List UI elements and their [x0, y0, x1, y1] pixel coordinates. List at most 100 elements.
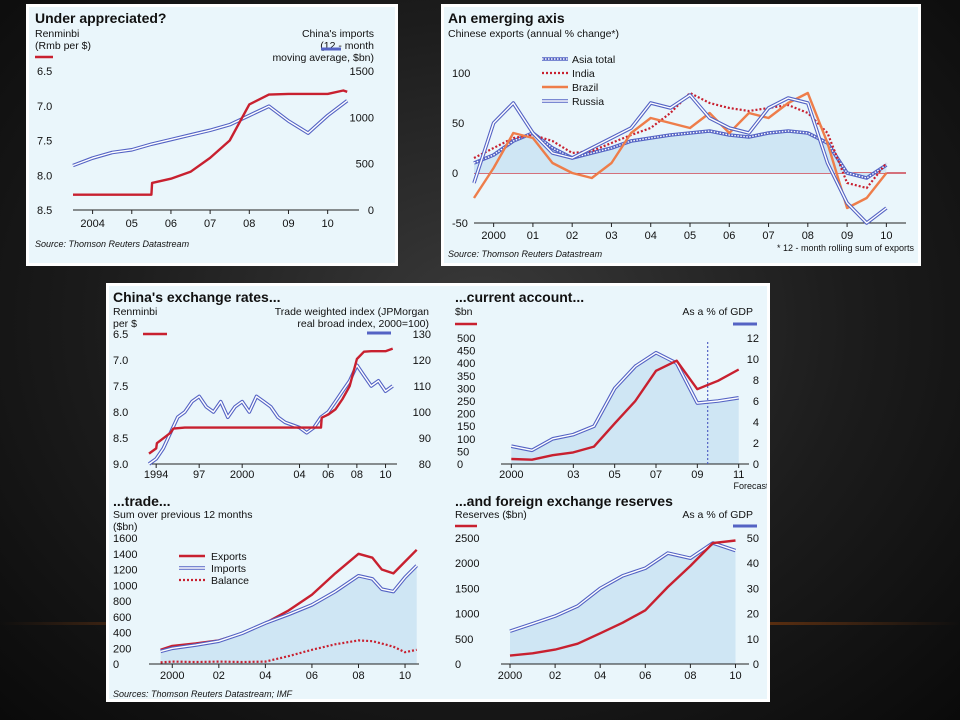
- fx-reserves-y-left-2500: 2500: [455, 533, 479, 545]
- trade-y-1600: 1600: [113, 533, 137, 545]
- y-right-tick-1000: 1000: [350, 112, 374, 124]
- y-left-tick-8.5: 8.5: [37, 205, 52, 217]
- current-account-y-left-250: 250: [457, 396, 475, 408]
- current-account-y-right-4: 4: [753, 417, 759, 429]
- legend-label-asia-total: Asia total: [572, 54, 615, 66]
- current-account-y-left-500: 500: [457, 333, 475, 345]
- y-tick--50: -50: [452, 218, 468, 230]
- exchange-rates-x-06: 06: [322, 469, 334, 481]
- source-note: Source: Thomson Reuters Datastream: [35, 239, 190, 249]
- asia-total-area: [474, 131, 887, 178]
- under-appreciated-chart: Under appreciated? Renminbi(Rmb per $) Chi…: [35, 10, 374, 249]
- chart-title: An emerging axis: [448, 10, 565, 26]
- x-tick-2000: 2000: [481, 230, 505, 242]
- fx-reserves-gdp-series-line: [509, 542, 736, 632]
- trade-x-04: 04: [259, 670, 271, 682]
- exchange-rates-y-right-90: 90: [419, 433, 431, 445]
- trade-y-0: 0: [113, 659, 119, 671]
- y-tick-100: 100: [452, 68, 470, 80]
- imports-series-line: [72, 100, 348, 167]
- y-tick-50: 50: [452, 118, 464, 130]
- fx-reserves-gdp-area: [510, 543, 736, 664]
- trade-weighted-index-series-line: [148, 364, 394, 465]
- fx-reserves-title: ...and foreign exchange reserves: [455, 493, 673, 509]
- trade-balance-series-line: [160, 639, 417, 664]
- trade-y-400: 400: [113, 628, 131, 640]
- renminbi-series-line: [73, 89, 348, 196]
- x-tick-02: 02: [566, 230, 578, 242]
- russia-series-line: [473, 94, 887, 224]
- legend-label-brazil: Brazil: [572, 82, 598, 94]
- trade-imports-series-line: [160, 565, 418, 653]
- current-account-y-left-350: 350: [457, 371, 475, 383]
- current-account-y-left-450: 450: [457, 346, 475, 358]
- current-account-y-left-400: 400: [457, 358, 475, 370]
- fx-reserves-y-right-10: 10: [747, 634, 759, 646]
- emerging-axis-panel: An emerging axis Chinese exports (annual …: [441, 4, 921, 266]
- fx-reserves-y-right-40: 40: [747, 558, 759, 570]
- current-account-right-label: As a % of GDP: [682, 306, 753, 318]
- right-axis-unit-2: moving average, $bn): [272, 52, 374, 64]
- exchange-rates-y-left-7.5: 7.5: [113, 381, 128, 393]
- x-tick-08: 08: [802, 230, 814, 242]
- x-tick-09: 09: [841, 230, 853, 242]
- x-tick-06: 06: [723, 230, 735, 242]
- fx-reserves-y-left-0: 0: [455, 659, 461, 671]
- x-tick-01: 01: [527, 230, 539, 242]
- current-account-title: ...current account...: [455, 289, 584, 305]
- exchange-rates-y-left-7.0: 7.0: [113, 355, 128, 367]
- trade-y-200: 200: [113, 643, 131, 655]
- x-tick-03: 03: [605, 230, 617, 242]
- fx-reserves-x-2000: 2000: [498, 670, 522, 682]
- trade-y-1000: 1000: [113, 580, 137, 592]
- footnote: * 12 - month rolling sum of exports: [777, 243, 915, 253]
- legend-label-india: India: [572, 68, 595, 80]
- current-account-y-left-0: 0: [457, 459, 463, 471]
- current-account-y-left-300: 300: [457, 383, 475, 395]
- exchange-rates-x-1994: 1994: [144, 469, 168, 481]
- y-left-tick-7.0: 7.0: [37, 101, 52, 113]
- exchange-rates-x-2000: 2000: [230, 469, 254, 481]
- fx-reserves-left-label: Reserves ($bn): [455, 509, 527, 521]
- exchange-rates-y-left-6.5: 6.5: [113, 329, 128, 341]
- current-account-y-left-100: 100: [457, 434, 475, 446]
- exchange-rates-x-97: 97: [193, 469, 205, 481]
- trade-legend-label-imports: Imports: [211, 563, 246, 575]
- x-tick-04: 04: [645, 230, 657, 242]
- left-axis-unit: (Rmb per $): [35, 40, 91, 52]
- renminbi-per-dollar-series-line: [148, 347, 394, 455]
- trade-legend-label-exports: Exports: [211, 551, 247, 563]
- trade-y-1400: 1400: [113, 549, 137, 561]
- exchange-rates-y-left-8.5: 8.5: [113, 433, 128, 445]
- x-tick-2004: 2004: [80, 218, 104, 230]
- current-account-x-11: 11: [733, 469, 744, 481]
- y-right-tick-1500: 1500: [350, 66, 374, 78]
- x-tick-05: 05: [126, 218, 138, 230]
- fx-reserves-y-left-1000: 1000: [455, 609, 479, 621]
- x-tick-07: 07: [204, 218, 216, 230]
- trade-unit: ($bn): [113, 521, 138, 533]
- exchange-rates-y-left-8.0: 8.0: [113, 407, 128, 419]
- fx-reserves-right-label: As a % of GDP: [682, 509, 753, 521]
- trade-x-06: 06: [306, 670, 318, 682]
- current-account-y-left-50: 50: [457, 446, 469, 458]
- trade-x-02: 02: [213, 670, 225, 682]
- forecast-label: Forecasts: [733, 481, 767, 491]
- current-account-y-right-0: 0: [753, 459, 759, 471]
- current-account-x-09: 09: [691, 469, 703, 481]
- imports-series-outer: [72, 99, 349, 168]
- chart-subtitle: Chinese exports (annual % change*): [448, 28, 619, 40]
- fx-reserves-x-10: 10: [729, 670, 741, 682]
- exchange-rates-x-10: 10: [379, 469, 391, 481]
- current-account-y-right-8: 8: [753, 375, 759, 387]
- trade-y-800: 800: [113, 596, 131, 608]
- exchange-rates-left-label: Renminbi: [113, 306, 157, 318]
- current-account-gdp-series-line: [511, 351, 739, 452]
- y-left-tick-8.0: 8.0: [37, 170, 52, 182]
- x-tick-10: 10: [322, 218, 334, 230]
- source-note: Source: Thomson Reuters Datastream: [448, 249, 603, 259]
- current-account-x-07: 07: [650, 469, 662, 481]
- trade-x-10: 10: [399, 670, 411, 682]
- trade-legend-label-balance: Balance: [211, 575, 249, 587]
